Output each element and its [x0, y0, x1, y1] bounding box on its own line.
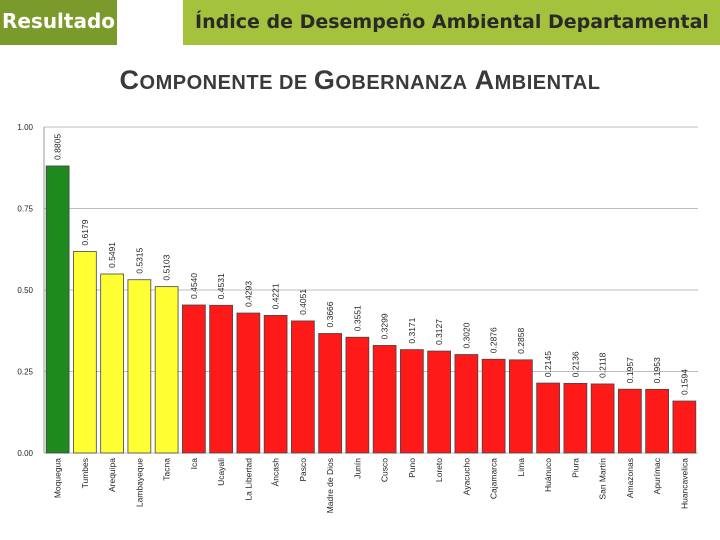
bar-6 [182, 304, 206, 454]
data-label: 0.5491 [107, 242, 117, 268]
data-label: 0.2118 [598, 352, 608, 378]
x-tick-label: Piura [570, 458, 580, 478]
x-tick-label: La Libertad [243, 458, 253, 501]
bar-17 [481, 358, 506, 454]
subtitle-part-obernanza: OBERNANZA [335, 72, 468, 94]
data-label: 0.3666 [325, 301, 335, 327]
data-label: 0.1594 [679, 369, 689, 395]
x-tick-label: Áncash [271, 458, 281, 487]
x-tick-label: Cajamarca [489, 458, 499, 499]
subtitle-cap-c: C [119, 65, 140, 95]
data-label: 0.4540 [189, 273, 199, 299]
data-label: 0.3171 [407, 317, 417, 343]
x-tick-label: Huánuco [543, 458, 553, 492]
x-tick-label: San Martín [598, 458, 608, 500]
chart-subtitle: COMPONENTE DE GOBERNANZA AMBIENTAL [0, 65, 720, 96]
data-label: 0.4293 [243, 281, 253, 307]
x-tick-label: Arequipa [107, 458, 117, 492]
x-tick-label: Ucayali [216, 458, 226, 486]
x-tick-label: Cusco [380, 458, 390, 482]
subtitle-cap-a: A [467, 65, 495, 95]
data-label: 0.3020 [461, 322, 471, 348]
bar-12 [345, 336, 370, 454]
x-tick-label: Tumbes [80, 458, 90, 488]
x-tick-label: Madre de Dios [325, 458, 335, 513]
data-label: 0.2858 [516, 328, 526, 354]
data-label: 0.3299 [380, 313, 390, 339]
bar-9 [263, 314, 288, 454]
data-label: 0.5103 [162, 254, 172, 280]
bar-14 [400, 349, 424, 454]
y-tick-label: 0.50 [17, 286, 33, 295]
x-tick-label: Junín [352, 458, 362, 479]
bar-3 [100, 273, 124, 454]
data-label: 0.3551 [352, 305, 362, 331]
data-label: 0.4531 [216, 273, 226, 299]
bar-11 [318, 333, 342, 454]
data-label: 0.4221 [271, 283, 281, 309]
x-tick-label: Lima [516, 458, 526, 477]
x-tick-label: Lambayeque [134, 458, 144, 507]
bar-13 [372, 345, 397, 454]
bar-22 [618, 388, 642, 454]
x-tick-label: Pasco [298, 458, 308, 482]
bar-15 [427, 350, 451, 454]
bar-1 [45, 165, 70, 454]
subtitle-part-omponente: OMPONENTE [139, 72, 273, 94]
bar-10 [291, 320, 315, 454]
bar-16 [454, 354, 479, 454]
data-label: 0.1953 [652, 357, 662, 383]
x-tick-label: Apurímac [652, 457, 662, 494]
x-tick-label: Amazonas [625, 458, 635, 498]
bar-18 [509, 359, 533, 454]
subtitle-cap-g: G [313, 65, 336, 95]
y-tick-label: 1.00 [17, 123, 33, 132]
bar-21 [590, 383, 615, 454]
y-tick-label: 0.75 [17, 205, 33, 214]
y-tick-label: 0.25 [17, 368, 33, 377]
bar-5 [154, 286, 179, 454]
data-label: 0.4051 [298, 289, 308, 315]
data-label: 0.8805 [53, 134, 63, 160]
page-title: Índice de Desempeño Ambiental Departamen… [195, 11, 709, 33]
y-tick-label: 0.00 [17, 449, 33, 458]
bar-4 [127, 279, 152, 454]
subtitle-part-de: DE [272, 72, 314, 94]
data-label: 0.6179 [80, 219, 90, 245]
x-tick-label: Ayacucho [461, 458, 471, 495]
bar-24 [672, 400, 697, 454]
data-label: 0.2876 [489, 327, 499, 353]
x-tick-label: Huancavelica [679, 458, 689, 509]
data-label: 0.3127 [434, 319, 444, 345]
data-label: 0.5315 [134, 247, 144, 273]
data-label: 0.2136 [570, 351, 580, 377]
bar-20 [563, 382, 588, 454]
bar-19 [536, 382, 560, 454]
x-tick-label: Puno [407, 458, 417, 478]
x-tick-label: Ica [189, 458, 199, 470]
bar-8 [236, 312, 261, 454]
x-tick-label: Loreto [434, 458, 444, 482]
x-tick-label: Tacna [162, 458, 172, 481]
x-tick-label: Moquegua [53, 458, 63, 498]
bar-7 [209, 304, 233, 454]
data-label: 0.2145 [543, 351, 553, 377]
tab-resultado[interactable]: Resultado [0, 0, 117, 45]
bar-2 [73, 251, 97, 454]
data-label: 0.1957 [625, 357, 635, 383]
bar-23 [645, 388, 669, 454]
subtitle-part-mbiental: MBIENTAL [494, 72, 601, 94]
header-bar [183, 0, 720, 45]
